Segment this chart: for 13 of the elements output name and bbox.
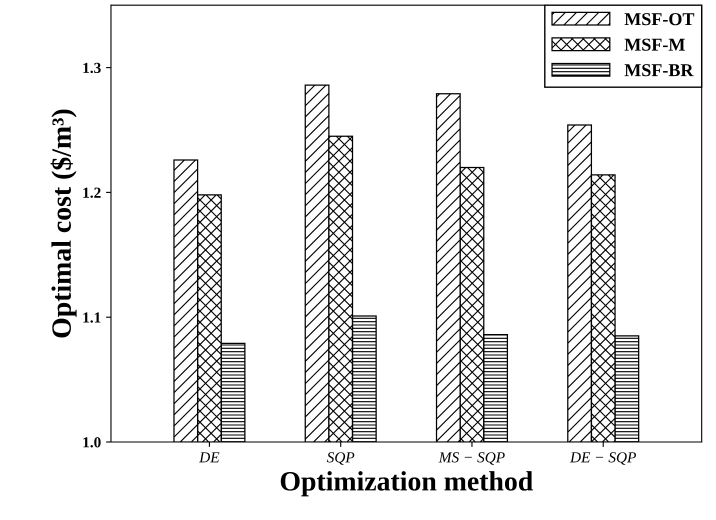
y-axis-title: Optimal cost ($/m³)	[50, 110, 77, 338]
legend-label: MSF-BR	[624, 64, 694, 76]
y-tick-label: 1.0	[83, 437, 101, 448]
y-tick-label: 1.2	[83, 188, 101, 198]
legend-label: MSF-M	[624, 38, 685, 51]
y-tick-label: 1.3	[83, 62, 101, 74]
x-tick-label: MS − SQP	[438, 452, 505, 465]
x-tick-label: DE − SQP	[570, 452, 636, 465]
y-tick-label: 1.1	[83, 312, 100, 323]
x-axis-title: Optimization method	[280, 471, 533, 496]
x-tick-label: DE	[199, 452, 220, 462]
legend-label: MSF-OT	[624, 13, 694, 26]
x-tick-label: SQP	[326, 452, 354, 465]
